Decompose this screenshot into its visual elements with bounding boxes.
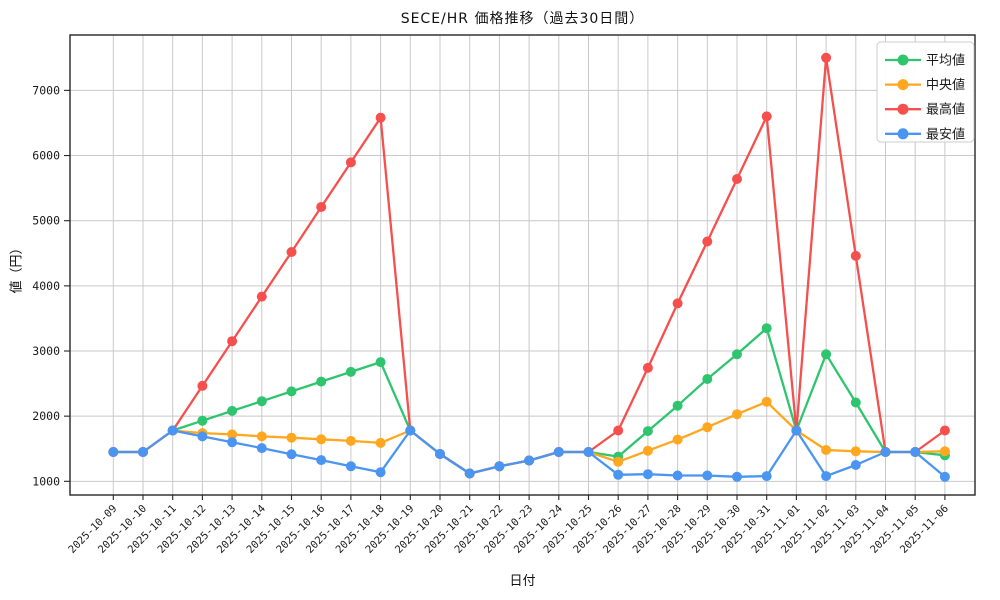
y-tick-labels: 1000 2000 3000 4000 5000 6000 7000 bbox=[32, 83, 60, 488]
svg-text:平均値: 平均値 bbox=[926, 53, 965, 69]
series-最安値 bbox=[108, 425, 950, 482]
svg-text:7000: 7000 bbox=[32, 83, 60, 97]
svg-text:中央値: 中央値 bbox=[926, 77, 965, 93]
x-tick-labels: 2025-10-092025-10-102025-10-112025-10-12… bbox=[66, 503, 951, 556]
svg-text:最高値: 最高値 bbox=[926, 102, 965, 118]
svg-text:4000: 4000 bbox=[32, 279, 60, 293]
svg-text:6000: 6000 bbox=[32, 149, 60, 163]
svg-text:3000: 3000 bbox=[32, 344, 60, 358]
svg-text:最安値: 最安値 bbox=[926, 126, 965, 142]
legend-item-平均値: 平均値 bbox=[885, 53, 965, 69]
legend-item-最高値: 最高値 bbox=[885, 102, 965, 118]
y-axis-label: 値（円） bbox=[9, 241, 25, 294]
plot-border bbox=[69, 34, 976, 496]
svg-text:5000: 5000 bbox=[32, 214, 60, 228]
legend-item-中央値: 中央値 bbox=[885, 77, 965, 93]
axis-ticks bbox=[64, 89, 946, 500]
gridlines bbox=[70, 35, 975, 495]
chart-title: SECE/HR 価格推移（過去30日間） bbox=[400, 11, 645, 27]
x-axis-label: 日付 bbox=[509, 574, 536, 589]
svg-text:1000: 1000 bbox=[32, 474, 60, 488]
svg-text:2000: 2000 bbox=[32, 409, 60, 423]
legend-item-最安値: 最安値 bbox=[885, 126, 965, 142]
